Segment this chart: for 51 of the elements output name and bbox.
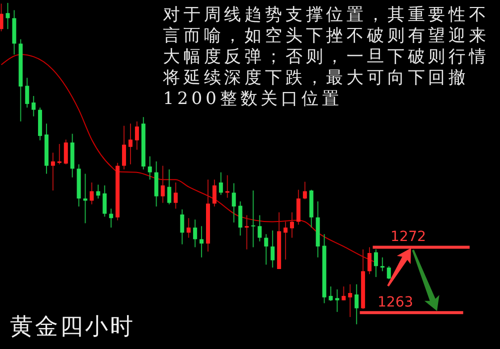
candlestick <box>342 286 346 301</box>
candlestick <box>96 184 100 199</box>
candlestick <box>232 182 236 223</box>
candlestick <box>186 218 191 238</box>
candlestick <box>225 174 230 198</box>
candlestick <box>134 120 139 150</box>
annotation: 对于周线趋势支撑位置，其重要性不言而喻，如空头下挫不破则有望迎来大幅度反弹；否则，一旦下破则行情将延续深度下跌，最大可向下回撤1200整数关口位置 <box>162 5 490 109</box>
candlestick <box>368 246 372 275</box>
candlestick <box>244 214 249 250</box>
candlestick <box>296 189 300 226</box>
candlestick <box>174 182 178 210</box>
candlestick <box>335 288 340 312</box>
candlestick <box>302 181 307 200</box>
candlestick <box>25 77 30 108</box>
candlestick <box>64 139 68 165</box>
candlestick <box>238 200 242 236</box>
candlestick <box>354 284 359 325</box>
candlestick <box>90 182 94 205</box>
candlestick <box>50 152 55 191</box>
candlestick <box>6 2 10 30</box>
candlestick <box>83 173 88 224</box>
candlestick <box>0 3 4 32</box>
candlestick <box>270 230 275 268</box>
candlestick <box>148 156 152 180</box>
candlestick <box>348 284 352 318</box>
candlestick <box>128 123 132 165</box>
text: 黄金四小时 <box>10 314 135 340</box>
candlestick <box>251 190 256 248</box>
candlestick <box>180 208 184 245</box>
candlestick <box>290 212 294 238</box>
ref-line-label: 1263 <box>378 294 414 311</box>
candlestick <box>102 184 107 218</box>
candlestick <box>212 179 216 207</box>
candlestick <box>193 219 198 248</box>
candlestick <box>218 172 223 196</box>
candlestick <box>122 125 126 170</box>
candlestick <box>264 234 268 266</box>
candlestick <box>109 208 114 228</box>
candlestick <box>32 95 36 117</box>
candlestick <box>154 160 158 207</box>
candlestick <box>284 221 288 260</box>
candlestick <box>258 214 262 242</box>
candlestick <box>328 286 333 302</box>
ref-line-label: 1272 <box>390 229 426 246</box>
candlestick <box>374 248 378 278</box>
candlestick <box>167 168 172 205</box>
candlestick <box>380 256 384 272</box>
candlestick <box>160 165 165 204</box>
candlestick <box>386 266 391 280</box>
candlestick <box>57 143 62 165</box>
candlestick <box>200 226 204 258</box>
